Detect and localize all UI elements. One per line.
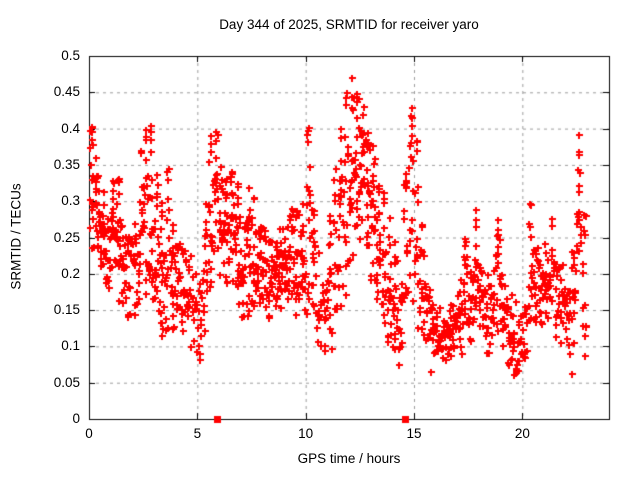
x-tick-label: 20 [514, 426, 530, 441]
y-tick-label: 0.2 [61, 265, 80, 281]
x-axis-label: GPS time / hours [297, 451, 401, 466]
y-tick-label: 0.1 [61, 338, 80, 354]
y-tick-label: 0.45 [53, 84, 80, 100]
chart-title: Day 344 of 2025, SRMTID for receiver yar… [219, 17, 479, 32]
y-tick-label: 0.35 [53, 156, 80, 172]
x-tick-label: 10 [298, 426, 314, 441]
y-tick-label: 0.25 [53, 229, 80, 245]
x-tick-label: 5 [193, 426, 202, 441]
x-tick-label: 0 [85, 426, 93, 441]
x-tick-label: 15 [406, 426, 422, 441]
y-tick-label: 0.4 [61, 120, 80, 136]
y-tick-label: 0.5 [61, 48, 80, 63]
y-tick-label: 0.15 [53, 302, 80, 318]
y-tick-label: 0 [72, 411, 80, 426]
y-tick-label: 0.3 [61, 193, 80, 209]
y-tick-label: 0.05 [53, 374, 80, 390]
